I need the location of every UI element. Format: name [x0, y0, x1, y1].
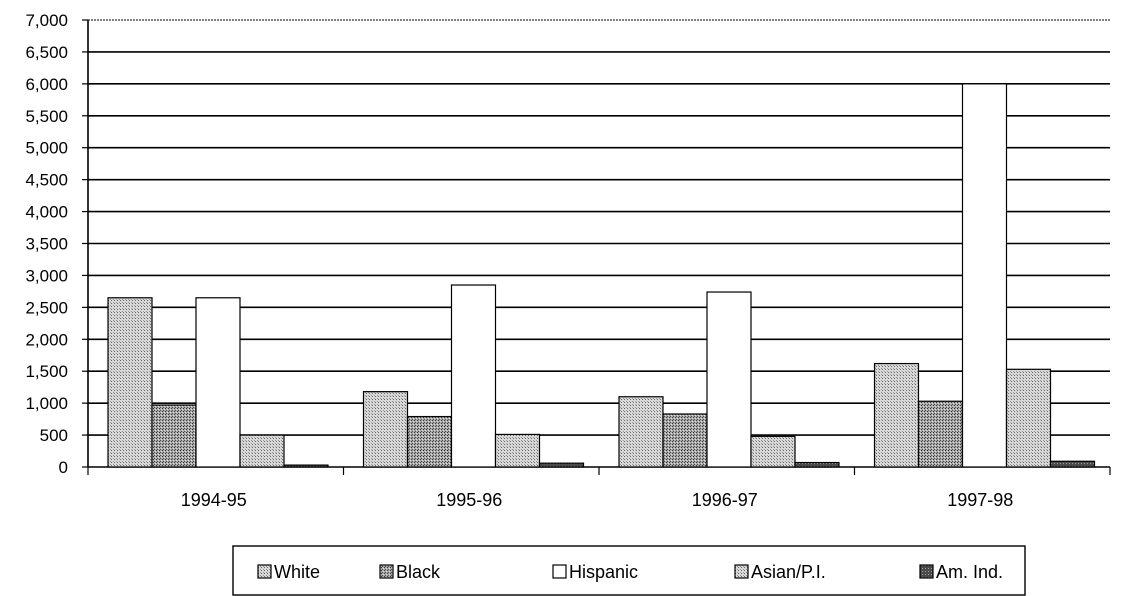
x-tick-label: 1996-97	[692, 490, 758, 510]
bar-hispanic-1994-95	[195, 297, 241, 468]
x-tick-labels: 1994-95 1995-96 1996-97 1997-98	[181, 490, 1014, 510]
bars	[107, 83, 1096, 468]
bar-black-1994-95	[151, 404, 197, 468]
y-tick-label: 5,500	[25, 107, 68, 126]
bar-am-ind-1996-97	[794, 461, 840, 468]
y-tick-label: 6,500	[25, 43, 68, 62]
bar-white-1996-97	[618, 396, 664, 468]
y-tick-label: 500	[40, 426, 68, 445]
gridlines	[82, 19, 1110, 468]
x-tick-label: 1994-95	[181, 490, 247, 510]
y-tick-label: 4,000	[25, 203, 68, 222]
bar-hispanic-1996-97	[706, 291, 752, 468]
y-tick-label: 3,500	[25, 235, 68, 254]
y-tick-label: 1,000	[25, 394, 68, 413]
legend-label: Hispanic	[569, 562, 638, 582]
y-tick-label: 3,000	[25, 266, 68, 285]
bar-white-1997-98	[873, 362, 920, 468]
bar-asian-p-i-1996-97	[750, 435, 796, 468]
legend-label: Black	[396, 562, 441, 582]
y-tick-label: 6,000	[25, 75, 68, 94]
bar-white-1994-95	[107, 297, 153, 468]
legend: White Black Hispanic Asian/P.I. Am. Ind.	[232, 545, 1026, 596]
bar-asian-p-i-1994-95	[239, 434, 285, 468]
bar-white-1995-96	[362, 391, 409, 468]
bar-black-1995-96	[406, 415, 453, 468]
y-tick-labels: 0 500 1,000 1,500 2,000 2,500 3,000 3,500 4,000 4…	[25, 11, 68, 477]
legend-label: Asian/P.I.	[751, 562, 826, 582]
bar-black-1996-97	[662, 413, 708, 468]
bar-am-ind-1994-95	[283, 464, 329, 468]
y-tick-label: 5,000	[25, 139, 68, 158]
x-tick-label: 1995-96	[436, 490, 502, 510]
legend-swatch	[379, 564, 394, 579]
y-tick-label: 0	[59, 458, 68, 477]
legend-label: White	[274, 562, 320, 582]
y-tick-label: 1,500	[25, 362, 68, 381]
bar-black-1997-98	[917, 400, 964, 468]
y-tick-label: 4,500	[25, 171, 68, 190]
bar-hispanic-1997-98	[961, 83, 1008, 468]
legend-swatch	[552, 564, 567, 579]
bar-am-ind-1997-98	[1049, 460, 1096, 468]
legend-box	[232, 545, 1026, 596]
bar-am-ind-1995-96	[538, 462, 585, 468]
y-tick-label: 2,000	[25, 330, 68, 349]
bar-asian-p-i-1995-96	[494, 433, 541, 468]
legend-swatch	[257, 564, 272, 579]
bar-hispanic-1995-96	[450, 284, 497, 468]
legend-label: Am. Ind.	[936, 562, 1003, 582]
x-tick-label: 1997-98	[947, 490, 1013, 510]
legend-swatch	[734, 564, 749, 579]
y-tick-label: 7,000	[25, 11, 68, 30]
bar-asian-p-i-1997-98	[1005, 368, 1052, 468]
legend-swatch	[919, 564, 934, 579]
y-tick-label: 2,500	[25, 298, 68, 317]
